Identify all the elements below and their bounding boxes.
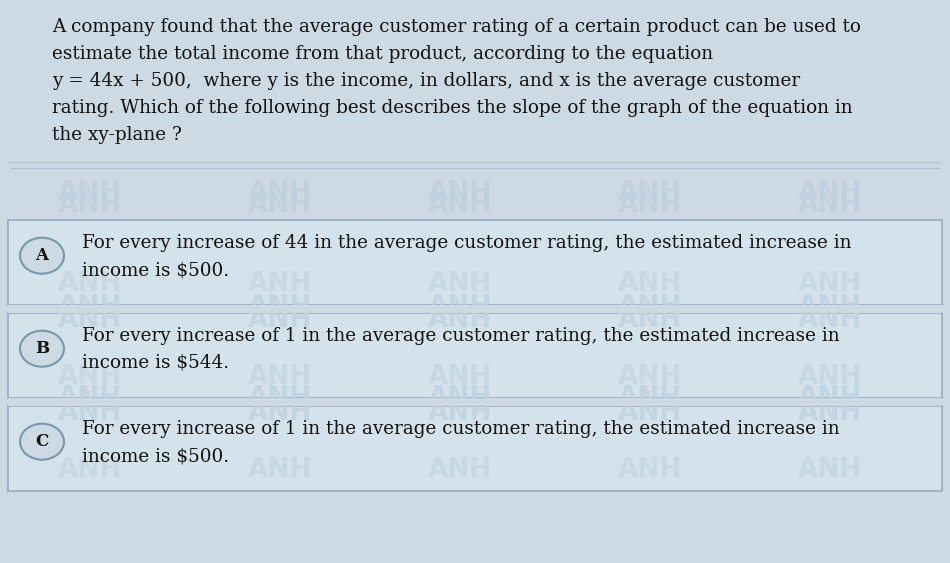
Ellipse shape [20,424,64,460]
Text: A: A [35,247,48,264]
Text: ANH: ANH [58,271,123,297]
Text: ANH: ANH [428,364,492,390]
Text: ANH: ANH [798,457,863,482]
Text: rating. Which of the following best describes the slope of the graph of the equa: rating. Which of the following best desc… [52,99,853,117]
Text: ANH: ANH [428,180,492,206]
Text: ANH: ANH [618,307,682,333]
Text: ANH: ANH [618,271,682,297]
Text: ANH: ANH [248,364,313,390]
Text: ANH: ANH [428,385,492,411]
Text: ANH: ANH [58,180,123,206]
Text: For every increase of 1 in the average customer rating, the estimated increase i: For every increase of 1 in the average c… [82,327,840,345]
Ellipse shape [20,330,64,367]
Text: ANH: ANH [58,385,123,411]
Text: ANH: ANH [428,400,492,426]
Text: C: C [35,433,48,450]
Text: ANH: ANH [618,400,682,426]
FancyBboxPatch shape [8,406,942,491]
Text: ANH: ANH [58,307,123,333]
Text: ANH: ANH [618,192,682,218]
Text: the xy-plane ?: the xy-plane ? [52,126,181,144]
Text: ANH: ANH [248,192,313,218]
Text: ANH: ANH [58,364,123,390]
Text: ANH: ANH [58,400,123,426]
Text: income is $500.: income is $500. [82,261,229,279]
Text: ANH: ANH [428,307,492,333]
Text: ANH: ANH [428,271,492,297]
Text: ANH: ANH [618,364,682,390]
Text: ANH: ANH [798,307,863,333]
Text: ANH: ANH [58,294,123,320]
Text: ANH: ANH [798,271,863,297]
Text: ANH: ANH [248,307,313,333]
Text: For every increase of 44 in the average customer rating, the estimated increase : For every increase of 44 in the average … [82,234,851,252]
Text: ANH: ANH [428,457,492,482]
Text: ANH: ANH [248,180,313,206]
FancyBboxPatch shape [8,220,942,305]
Text: ANH: ANH [798,192,863,218]
Text: ANH: ANH [798,400,863,426]
FancyBboxPatch shape [8,305,942,313]
Text: ANH: ANH [428,294,492,320]
FancyBboxPatch shape [8,398,942,406]
Text: income is $544.: income is $544. [82,354,229,372]
Text: A company found that the average customer rating of a certain product can be use: A company found that the average custome… [52,18,861,36]
Text: For every increase of 1 in the average customer rating, the estimated increase i: For every increase of 1 in the average c… [82,420,840,438]
Text: ANH: ANH [798,385,863,411]
FancyBboxPatch shape [8,313,942,398]
Ellipse shape [20,238,64,274]
Text: ANH: ANH [798,294,863,320]
Text: ANH: ANH [248,400,313,426]
Text: ANH: ANH [428,192,492,218]
Text: ANH: ANH [58,192,123,218]
Text: ANH: ANH [618,180,682,206]
Text: ANH: ANH [248,457,313,482]
Text: ANH: ANH [58,457,123,482]
Text: B: B [35,340,49,357]
Text: ANH: ANH [618,294,682,320]
Text: y = 44x + 500,  where y is the income, in dollars, and x is the average customer: y = 44x + 500, where y is the income, in… [52,72,800,90]
Text: ANH: ANH [248,294,313,320]
Text: ANH: ANH [248,271,313,297]
Text: estimate the total income from that product, according to the equation: estimate the total income from that prod… [52,45,713,63]
Text: income is $500.: income is $500. [82,447,229,465]
Text: ANH: ANH [798,364,863,390]
Text: ANH: ANH [618,457,682,482]
Text: ANH: ANH [618,385,682,411]
Text: ANH: ANH [798,180,863,206]
Text: ANH: ANH [248,385,313,411]
